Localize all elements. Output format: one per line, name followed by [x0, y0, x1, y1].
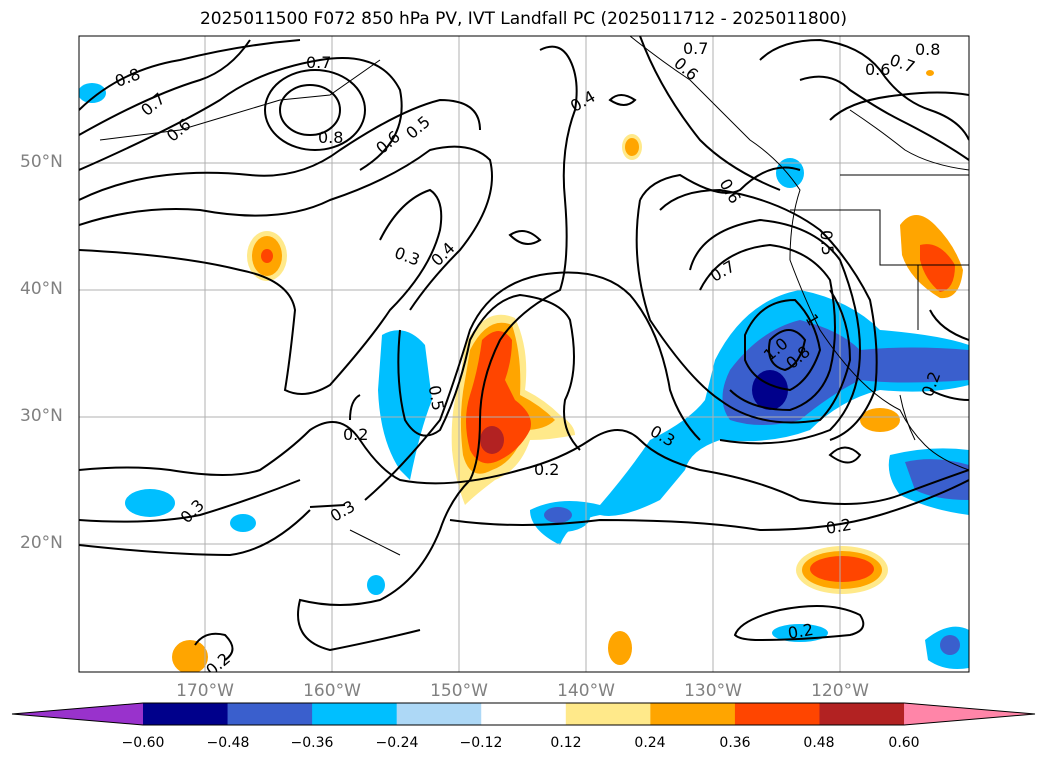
lat-label-30n: 30°N — [20, 406, 63, 426]
colorbar-tick: 0.36 — [719, 735, 751, 751]
contour-label: 0.5 — [425, 384, 448, 412]
lon-label-150w: 150°W — [430, 681, 488, 701]
contour-label: 0.4 — [567, 87, 599, 116]
lon-label-160w: 160°W — [303, 681, 361, 701]
lat-label-50n: 50°N — [20, 152, 63, 172]
gridlines — [79, 36, 969, 672]
colorbar-segment — [734, 703, 820, 725]
colorbar-segment — [12, 703, 143, 725]
contour-lines — [79, 36, 969, 661]
colorbar-segment — [227, 703, 313, 725]
lat-label-20n: 20°N — [20, 533, 63, 553]
contour-label: 0.2 — [786, 620, 814, 643]
plot-frame — [78, 35, 970, 673]
colorbar-segment — [904, 703, 1035, 725]
colorbar-tick: 0.60 — [888, 735, 920, 751]
colorbar-tick: −0.24 — [375, 735, 419, 751]
colorbar-outline — [11, 702, 1036, 726]
map-title: 2025011500 F072 850 hPa PV, IVT Landfall… — [199, 9, 847, 29]
contour-label: 0.7 — [306, 53, 331, 72]
contour-label: 0.6 — [372, 127, 404, 158]
contour-label: 0.3 — [392, 243, 422, 270]
colorbar-segment — [481, 703, 567, 725]
contour-label: 0.4 — [427, 238, 458, 269]
coastlines — [99, 36, 969, 556]
colorbar-tick: 0.24 — [634, 735, 666, 751]
contour-label: 0.6 — [715, 175, 744, 207]
colorbar-tick: −0.60 — [121, 735, 165, 751]
contour-label: 0.8 — [112, 64, 142, 91]
contour-label: 0.2 — [534, 460, 559, 479]
lat-label-40n: 40°N — [20, 279, 63, 299]
colorbar-tick: 0.48 — [803, 735, 835, 751]
colorbar — [11, 702, 1036, 726]
contour-label: 0.7 — [887, 50, 917, 77]
contour-label: 0.7 — [707, 256, 739, 285]
lon-label-120w: 120°W — [811, 681, 869, 701]
shading-layer — [79, 70, 969, 672]
colorbar-tick: −0.12 — [459, 735, 503, 751]
contour-label: 0.3 — [177, 496, 208, 527]
lon-label-170w: 170°W — [176, 681, 234, 701]
colorbar-segment — [312, 703, 398, 725]
lon-label-130w: 130°W — [684, 681, 742, 701]
contour-label: 0.6 — [163, 115, 195, 146]
colorbar-tick: −0.48 — [206, 735, 250, 751]
contour-label: 0.6 — [670, 53, 702, 84]
colorbar-segment — [650, 703, 736, 725]
colorbar-segment — [565, 703, 651, 725]
contour-label: 0.2 — [824, 515, 852, 538]
contour-label: 0.5 — [402, 112, 434, 143]
contour-label: 0.7 — [683, 39, 708, 58]
lon-label-140w: 140°W — [557, 681, 615, 701]
contour-label: 0.5 — [816, 229, 837, 256]
contour-label: 0.2 — [343, 425, 368, 444]
contour-label: 0.8 — [318, 128, 343, 147]
colorbar-segments — [11, 702, 1036, 726]
colorbar-segment — [819, 703, 905, 725]
contour-label: 0.6 — [865, 60, 890, 79]
colorbar-segment — [143, 703, 229, 725]
contour-label: 0.8 — [915, 40, 940, 59]
colorbar-segment — [396, 703, 482, 725]
colorbar-tick: 0.12 — [550, 735, 582, 751]
colorbar-tick: −0.36 — [290, 735, 334, 751]
